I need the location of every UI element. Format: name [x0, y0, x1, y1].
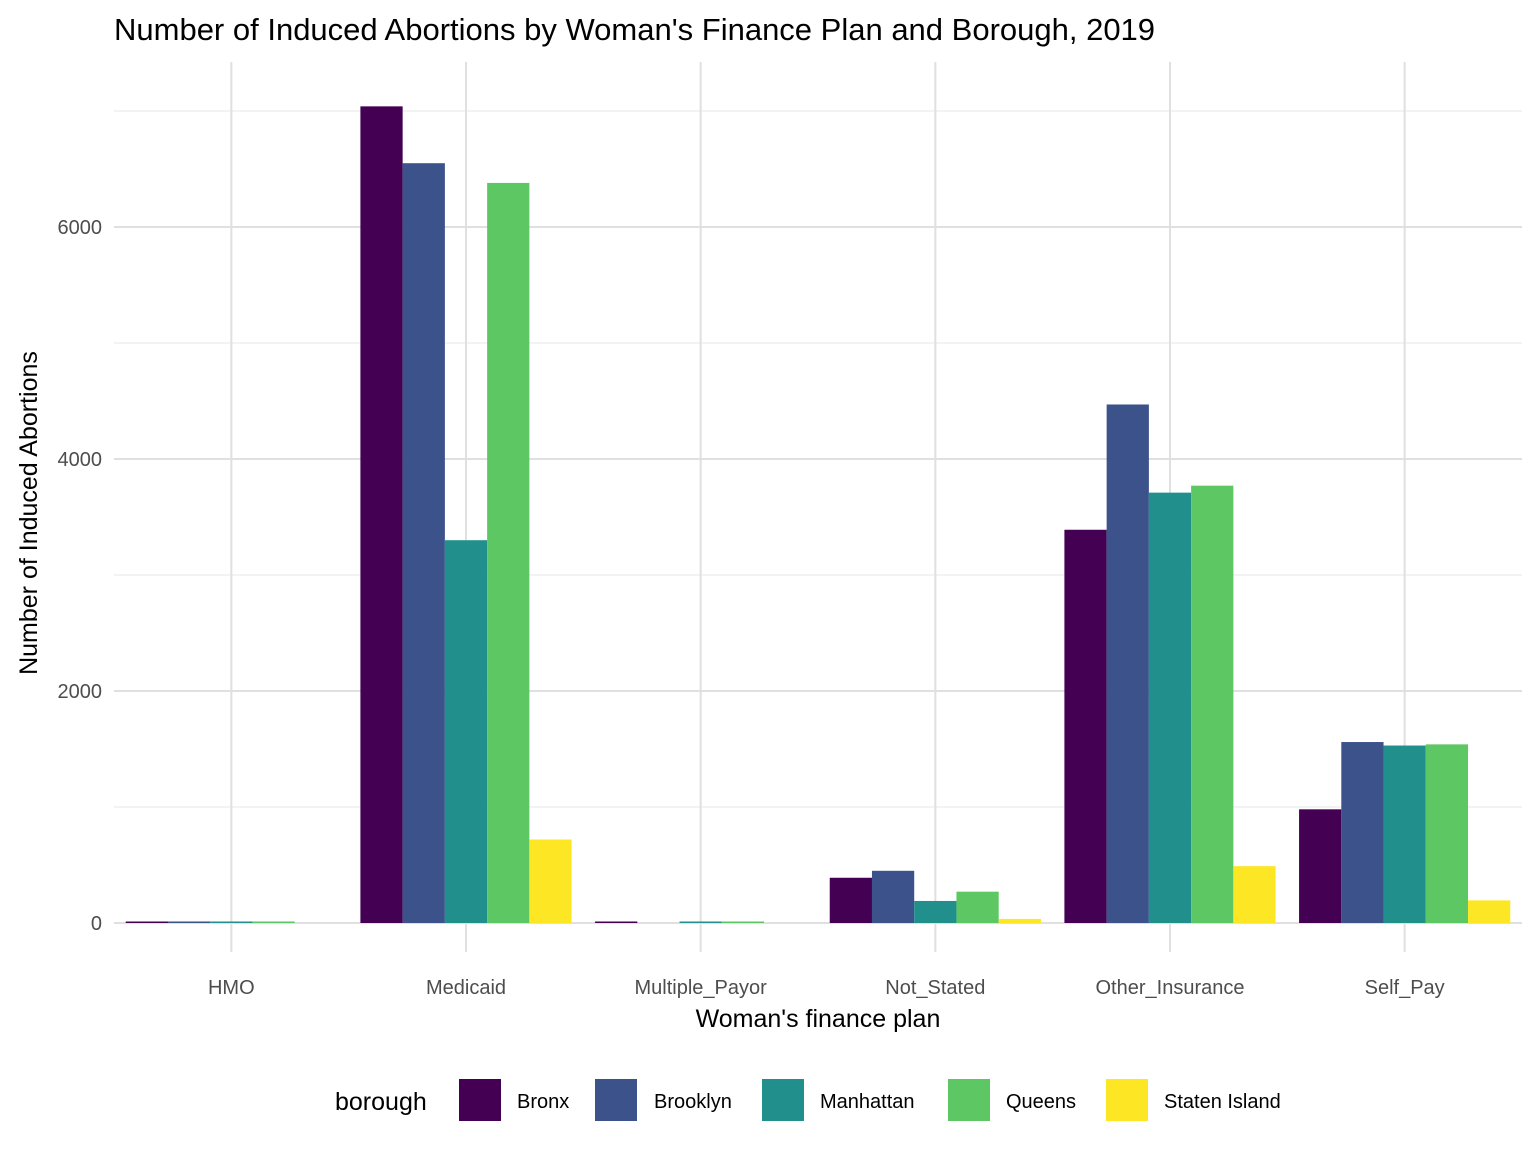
x-tick-label: Self_Pay — [1365, 977, 1445, 999]
bar-brooklyn-hmo — [167, 921, 211, 923]
x-tick-label: Not_Stated — [885, 977, 985, 999]
bar-queens-other_insurance — [1191, 485, 1234, 923]
y-tick-label: 4000 — [58, 449, 103, 471]
bar-brooklyn-other_insurance — [1106, 404, 1149, 924]
bar-staten-island-self_pay — [1468, 900, 1511, 923]
x-axis-label: Woman's finance plan — [696, 1005, 941, 1033]
bar-manhattan-not_stated — [914, 900, 957, 923]
x-tick-label: Medicaid — [426, 977, 506, 999]
y-axis-label: Number of Induced Abortions — [15, 351, 43, 675]
legend: borough Bronx Brooklyn Manhattan Queens Stat… — [335, 1079, 1281, 1121]
bars — [125, 106, 1511, 924]
bar-manhattan-multiple_payor — [679, 921, 722, 923]
x-tick-label: Multiple_Payor — [635, 977, 768, 999]
bar-bronx-multiple_payor — [595, 921, 638, 923]
bar-staten-island-medicaid — [529, 839, 572, 923]
legend-key — [948, 1079, 990, 1121]
bar-queens-self_pay — [1425, 744, 1469, 923]
bar-bronx-hmo — [125, 921, 168, 923]
bar-manhattan-hmo — [210, 921, 253, 923]
chart-title: Number of Induced Abortions by Woman's F… — [114, 12, 1155, 47]
bar-manhattan-other_insurance — [1148, 492, 1192, 923]
bar-bronx-self_pay — [1299, 809, 1342, 923]
y-tick-label: 2000 — [58, 681, 103, 703]
bar-queens-not_stated — [956, 891, 999, 923]
x-tick-label: Other_Insurance — [1096, 977, 1245, 999]
bar-bronx-not_stated — [829, 877, 872, 923]
y-tick-label: 0 — [91, 913, 102, 935]
bar-queens-hmo — [252, 921, 295, 923]
legend-label: Brooklyn — [654, 1091, 732, 1113]
legend-label: Queens — [1006, 1091, 1076, 1113]
legend-key — [1106, 1079, 1148, 1121]
y-tick-label: 6000 — [58, 217, 103, 239]
bar-staten-island-not_stated — [998, 918, 1041, 923]
bar-bronx-medicaid — [360, 106, 403, 924]
x-tick-label: HMO — [208, 977, 255, 999]
y-axis-ticks: 0 2000 4000 6000 — [58, 217, 103, 935]
bar-queens-multiple_payor — [721, 921, 765, 923]
legend-key — [459, 1079, 501, 1121]
bar-brooklyn-medicaid — [402, 163, 445, 923]
bar-manhattan-self_pay — [1383, 745, 1426, 923]
legend-title: borough — [335, 1088, 427, 1116]
bar-queens-medicaid — [487, 182, 530, 924]
bar-bronx-other_insurance — [1064, 529, 1107, 923]
legend-label: Bronx — [517, 1091, 569, 1113]
legend-key — [595, 1079, 637, 1121]
bar-brooklyn-self_pay — [1341, 742, 1384, 923]
bar-brooklyn-not_stated — [871, 870, 915, 923]
legend-label: Manhattan — [820, 1091, 915, 1113]
x-axis-ticks: HMO Medicaid Multiple_Payor Not_Stated Other… — [208, 977, 1445, 999]
legend-label: Staten Island — [1164, 1091, 1281, 1113]
bar-staten-island-other_insurance — [1233, 866, 1276, 923]
legend-key — [762, 1079, 804, 1121]
bar-manhattan-medicaid — [444, 540, 488, 923]
